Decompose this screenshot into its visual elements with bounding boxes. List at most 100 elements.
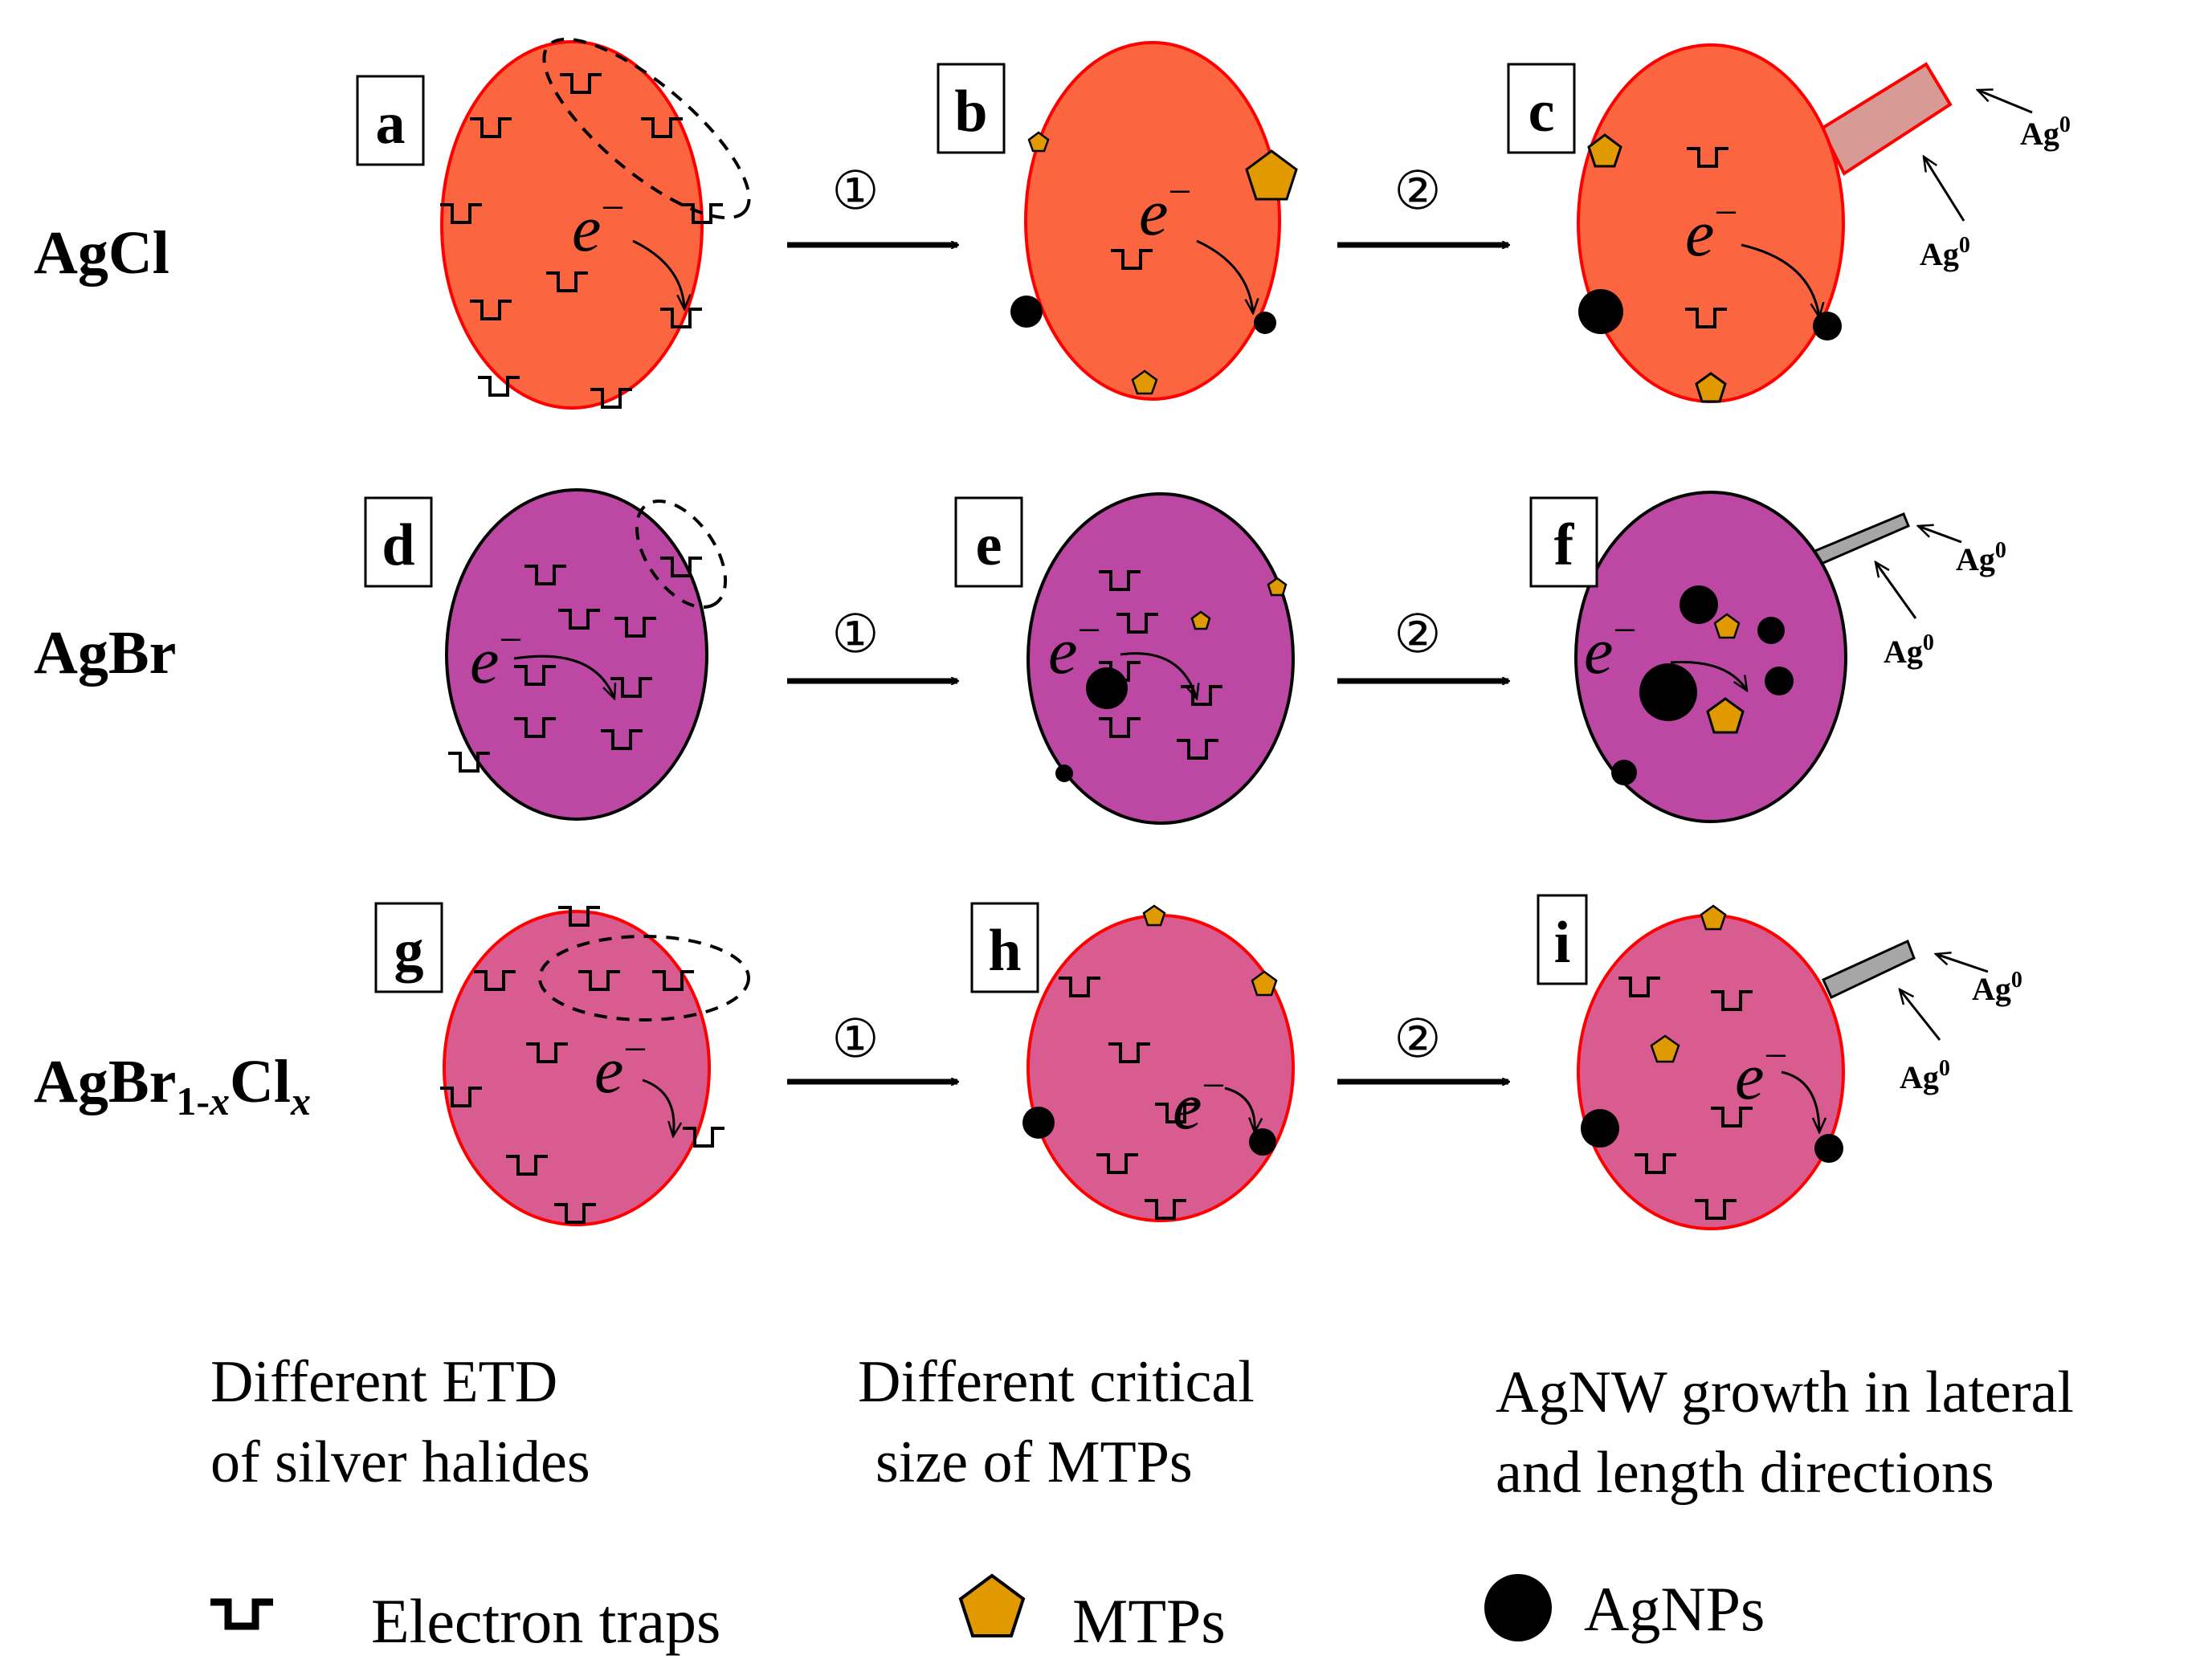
panel-f: e− f Ag0 Ag0 bbox=[1529, 491, 2006, 823]
agnp bbox=[1254, 312, 1276, 334]
electron-label-c: e− bbox=[1685, 190, 1738, 270]
row-label-agbrcl: AgBr1-xClx bbox=[34, 1048, 311, 1123]
mtp-pentagon bbox=[1267, 577, 1288, 597]
electron-path-a bbox=[632, 239, 684, 309]
agbr-particle bbox=[445, 488, 708, 821]
step1-label-row1: ① bbox=[831, 160, 879, 222]
agnw-nanowire bbox=[1819, 62, 1953, 176]
agnp bbox=[1757, 617, 1785, 644]
legend-agnps-label: AgNPs bbox=[1584, 1574, 1765, 1644]
ag0-arrow bbox=[1936, 954, 1989, 973]
mtp-pentagon bbox=[1700, 904, 1727, 931]
ag0-arrow bbox=[1977, 90, 2033, 114]
caption-col3-line2: and length directions bbox=[1496, 1440, 1994, 1506]
panel-label-box-e bbox=[954, 496, 1023, 588]
agnw-nanowire bbox=[1806, 512, 1910, 570]
row-label-agbrcl-sub1-var: x bbox=[209, 1079, 230, 1123]
ag0-label: Ag0 bbox=[1884, 630, 1934, 670]
step-arrow-1-row1: ① bbox=[787, 160, 957, 245]
electron-label-h: e− bbox=[1173, 1063, 1226, 1143]
agnp bbox=[1022, 1107, 1055, 1139]
electron-traps-g bbox=[440, 906, 724, 1224]
agnp bbox=[1581, 1109, 1619, 1148]
electron-label-e: e− bbox=[1048, 608, 1101, 687]
panel-label-box-a bbox=[356, 75, 425, 166]
mtp-pentagon bbox=[1706, 697, 1745, 734]
electron-label-b: e− bbox=[1139, 169, 1192, 249]
panel-label-a: a bbox=[376, 91, 406, 157]
electron-path-g bbox=[642, 1079, 674, 1136]
mtp-pentagon bbox=[1190, 610, 1211, 630]
panel-label-f: f bbox=[1554, 512, 1575, 578]
agcl-particle bbox=[440, 40, 704, 410]
ag0-label: Ag0 bbox=[1920, 233, 1970, 272]
electron-path-f bbox=[1670, 660, 1747, 691]
panel-label-c: c bbox=[1529, 79, 1555, 145]
panel-e: e− e bbox=[954, 492, 1295, 825]
panel-label-b: b bbox=[954, 79, 987, 145]
step2-label-row2: ② bbox=[1394, 603, 1441, 665]
caption-col3: AgNW growth in lateral and length direct… bbox=[1496, 1360, 2074, 1506]
agnp bbox=[1086, 667, 1128, 709]
agnw-nanowire bbox=[1822, 939, 1916, 1000]
panel-a: e− a bbox=[356, 37, 751, 410]
electron-path-i bbox=[1781, 1070, 1819, 1132]
electron-label-d: e− bbox=[470, 618, 523, 697]
agnp bbox=[1765, 667, 1794, 695]
step2-label-row3: ② bbox=[1394, 1008, 1441, 1070]
agbr-particle bbox=[1574, 491, 1847, 823]
electron-traps-a bbox=[440, 73, 723, 409]
panel-label-box-f bbox=[1529, 496, 1598, 588]
electron-label-i: e− bbox=[1735, 1034, 1788, 1113]
agnp bbox=[1578, 289, 1623, 334]
electron-path-e bbox=[1120, 652, 1197, 699]
step1-label-row3: ① bbox=[831, 1008, 879, 1070]
caption-col2-line1: Different critical bbox=[858, 1349, 1255, 1415]
agnp bbox=[1249, 1128, 1276, 1156]
agnp bbox=[1010, 296, 1043, 328]
row-label-agbrcl-main: AgBr bbox=[34, 1048, 176, 1115]
electron-path-h bbox=[1224, 1087, 1255, 1132]
mtp-pentagon bbox=[1650, 1034, 1680, 1063]
step-arrow-1-row3: ① bbox=[787, 1008, 957, 1082]
ag0-label: Ag0 bbox=[2020, 112, 2071, 152]
panel-label-g: g bbox=[394, 918, 424, 984]
panel-g: e− g bbox=[374, 902, 750, 1226]
panel-b: e− b bbox=[937, 41, 1298, 401]
ag0-label: Ag0 bbox=[1972, 968, 2022, 1007]
panel-label-box-i bbox=[1537, 894, 1588, 985]
legend-traps-label: Electron traps bbox=[371, 1586, 720, 1656]
mtp-pentagon bbox=[1027, 131, 1050, 153]
electron-traps-d bbox=[448, 557, 702, 773]
legend: Electron traps MTPs AgNPs bbox=[210, 1573, 1765, 1656]
row-label-agbrcl-sub2-var: x bbox=[290, 1079, 311, 1123]
electron-path-d bbox=[513, 654, 614, 699]
electron-traps-i bbox=[1618, 977, 1753, 1220]
agcl-particle bbox=[1024, 41, 1281, 401]
panel-label-box-b bbox=[937, 63, 1006, 154]
mtp-pentagon bbox=[1245, 149, 1298, 201]
mtp-pentagon bbox=[1695, 372, 1727, 403]
step1-label-row2: ① bbox=[831, 603, 879, 665]
mtp-pentagon bbox=[1131, 369, 1158, 395]
step-arrow-1-row2: ① bbox=[787, 603, 957, 681]
caption-col1: Different ETD of silver halides bbox=[210, 1349, 590, 1495]
step-arrow-2-row1: ② bbox=[1337, 160, 1508, 245]
panel-c: e− c Ag0 Ag0 bbox=[1507, 43, 2071, 403]
mtp-pentagon bbox=[1142, 904, 1166, 927]
mtp-pentagon bbox=[1251, 970, 1278, 997]
step-arrow-2-row2: ② bbox=[1337, 603, 1508, 681]
electron-trap-icon bbox=[210, 1598, 273, 1630]
row-label-agcl: AgCl bbox=[34, 219, 169, 287]
panel-i: e− i Ag0 Ag0 bbox=[1537, 894, 2022, 1230]
legend-mtps-label: MTPs bbox=[1072, 1586, 1226, 1656]
panel-label-e: e bbox=[976, 512, 1002, 578]
panel-label-box-c bbox=[1507, 63, 1576, 154]
caption-col2-line2: size of MTPs bbox=[875, 1429, 1193, 1495]
agnp-icon bbox=[1484, 1574, 1552, 1641]
ag0-arrow bbox=[1918, 526, 1962, 544]
row-label-agbrcl-sub1: 1- bbox=[176, 1079, 210, 1123]
panel-label-d: d bbox=[382, 512, 414, 578]
panel-d: e− d bbox=[364, 488, 728, 821]
ag0-label: Ag0 bbox=[1956, 538, 2006, 577]
